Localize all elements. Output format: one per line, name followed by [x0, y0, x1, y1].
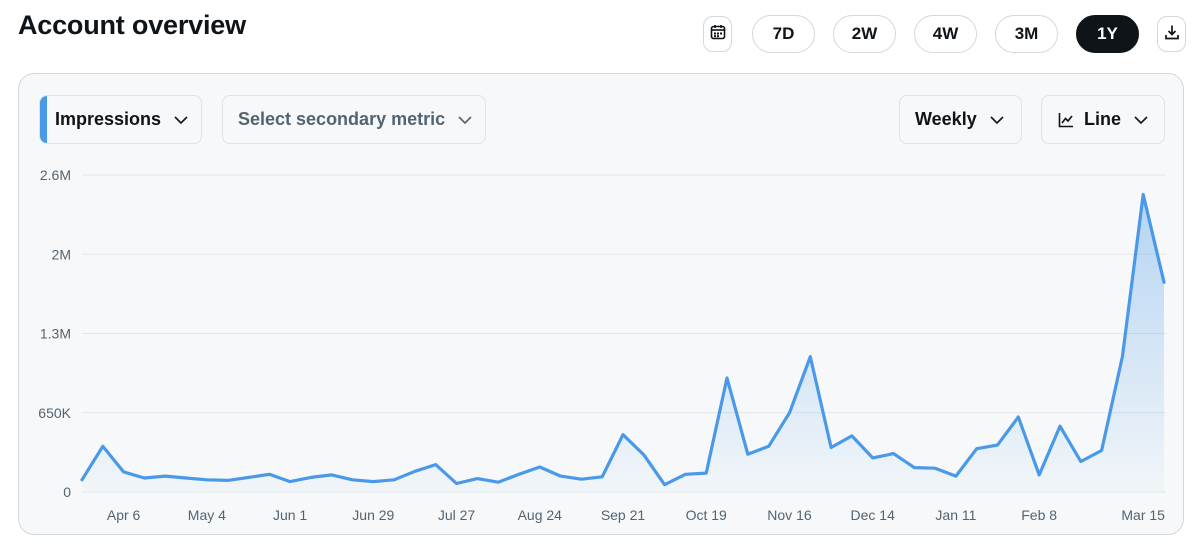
x-tick-label: Mar 15 — [1121, 507, 1165, 523]
x-tick-label: May 4 — [188, 507, 226, 523]
calendar-button[interactable] — [703, 16, 732, 52]
page-title: Account overview — [18, 10, 246, 40]
chevron-down-icon — [457, 115, 473, 125]
chart-type-label: Line — [1084, 109, 1122, 129]
secondary-metric-label: Select secondary metric — [238, 109, 446, 129]
chart-card: Impressions Select secondary metric Week… — [18, 73, 1184, 535]
line-chart-icon — [1058, 112, 1074, 128]
secondary-metric-dropdown[interactable]: Select secondary metric — [222, 95, 486, 144]
chart-type-dropdown[interactable]: Line — [1041, 95, 1165, 144]
range-1y-button[interactable]: 1Y — [1076, 15, 1139, 53]
y-tick-label: 2.6M — [40, 167, 71, 183]
range-4w-button[interactable]: 4W — [914, 15, 977, 53]
y-tick-label: 0 — [63, 484, 71, 500]
x-tick-label: Dec 14 — [851, 507, 896, 523]
chevron-down-icon — [989, 115, 1005, 125]
x-tick-label: Jun 29 — [352, 507, 394, 523]
y-tick-label: 1.3M — [40, 326, 71, 342]
range-2w-button[interactable]: 2W — [833, 15, 896, 53]
x-tick-label: Jun 1 — [273, 507, 307, 523]
x-tick-label: Jan 11 — [935, 507, 976, 523]
x-tick-label: Nov 16 — [767, 507, 812, 523]
calendar-icon — [710, 24, 726, 45]
interval-dropdown[interactable]: Weekly — [899, 95, 1022, 144]
chevron-down-icon — [1133, 115, 1149, 125]
interval-label: Weekly — [915, 109, 977, 129]
primary-metric-dropdown[interactable]: Impressions — [39, 95, 202, 144]
x-tick-label: Jul 27 — [438, 507, 476, 523]
impressions-line — [80, 192, 1166, 487]
chevron-down-icon — [173, 115, 189, 125]
x-tick-label: Feb 8 — [1021, 507, 1057, 523]
range-toolbar: 7D 2W 4W 3M 1Y — [703, 15, 1186, 53]
x-tick-label: Sep 21 — [601, 507, 646, 523]
x-tick-label: Oct 19 — [686, 507, 727, 523]
primary-metric-accent — [40, 96, 47, 143]
y-tick-label: 2M — [52, 246, 71, 262]
range-7d-button[interactable]: 7D — [752, 15, 815, 53]
range-3m-button[interactable]: 3M — [995, 15, 1058, 53]
y-tick-label: 650K — [38, 405, 71, 421]
x-tick-label: Aug 24 — [518, 507, 563, 523]
primary-metric-label: Impressions — [55, 109, 162, 129]
x-tick-label: Apr 6 — [107, 507, 141, 523]
impressions-area — [82, 194, 1164, 492]
download-icon — [1164, 24, 1180, 45]
impressions-chart: 0 650K 1.3M 2M 2.6M Apr 6 May 4 Jun 1 Jun 29 Jul … — [38, 167, 1166, 523]
download-button[interactable] — [1157, 16, 1186, 52]
